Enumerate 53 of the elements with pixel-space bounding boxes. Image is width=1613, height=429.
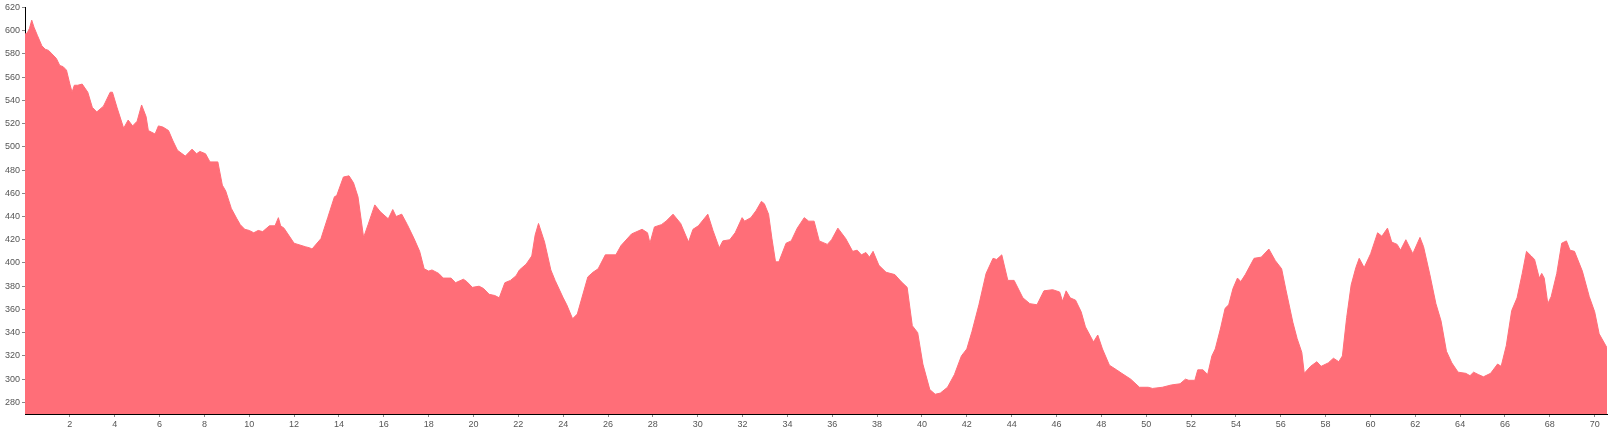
x-tick-label: 32 xyxy=(737,418,748,429)
x-tick-label: 40 xyxy=(916,418,927,429)
x-tick-label: 60 xyxy=(1365,418,1376,429)
x-tick-label: 30 xyxy=(692,418,703,429)
x-tick-label: 16 xyxy=(378,418,389,429)
x-tick-label: 10 xyxy=(244,418,255,429)
x-tick-label: 66 xyxy=(1499,418,1510,429)
y-tick-label: 560 xyxy=(4,71,20,82)
x-tick-label: 64 xyxy=(1455,418,1466,429)
x-tick-label: 24 xyxy=(558,418,569,429)
x-tick-label: 52 xyxy=(1186,418,1197,429)
y-tick-label: 300 xyxy=(4,373,20,384)
x-tick-label: 20 xyxy=(468,418,479,429)
x-tick-label: 46 xyxy=(1051,418,1062,429)
y-tick-label: 320 xyxy=(4,350,20,361)
y-tick-label: 340 xyxy=(4,327,20,338)
x-tick-label: 68 xyxy=(1544,418,1555,429)
x-tick-label: 12 xyxy=(289,418,300,429)
x-tick-label: 8 xyxy=(201,418,207,429)
x-tick-label: 2 xyxy=(67,418,73,429)
x-tick-label: 62 xyxy=(1410,418,1421,429)
y-tick-label: 420 xyxy=(4,234,20,245)
x-tick-label: 28 xyxy=(647,418,658,429)
x-tick-label: 26 xyxy=(603,418,614,429)
y-tick-label: 480 xyxy=(4,164,20,175)
y-tick-label: 580 xyxy=(4,48,20,59)
x-tick-label: 22 xyxy=(513,418,524,429)
y-tick-label: 460 xyxy=(4,187,20,198)
x-tick-label: 14 xyxy=(333,418,344,429)
x-tick-label: 70 xyxy=(1589,418,1600,429)
x-tick-label: 58 xyxy=(1320,418,1331,429)
y-tick-label: 520 xyxy=(4,118,20,129)
x-tick-label: 42 xyxy=(961,418,972,429)
y-tick-label: 600 xyxy=(4,25,20,36)
x-tick-label: 6 xyxy=(157,418,163,429)
y-tick-label: 500 xyxy=(4,141,20,152)
x-tick-label: 44 xyxy=(1006,418,1017,429)
y-tick-label: 380 xyxy=(4,280,20,291)
x-tick-label: 54 xyxy=(1230,418,1241,429)
x-tick-label: 38 xyxy=(872,418,883,429)
x-tick-label: 4 xyxy=(112,418,118,429)
y-tick-label: 400 xyxy=(4,257,20,268)
x-tick-label: 48 xyxy=(1096,418,1107,429)
x-tick-label: 36 xyxy=(827,418,838,429)
y-tick-label: 360 xyxy=(4,303,20,314)
y-tick-label: 540 xyxy=(4,94,20,105)
y-tick-label: 440 xyxy=(4,210,20,221)
y-tick-label: 280 xyxy=(4,396,20,407)
x-tick-label: 50 xyxy=(1141,418,1152,429)
x-tick-label: 56 xyxy=(1275,418,1286,429)
x-tick-label: 34 xyxy=(782,418,793,429)
y-tick-label: 620 xyxy=(4,1,20,12)
x-tick-label: 18 xyxy=(423,418,434,429)
